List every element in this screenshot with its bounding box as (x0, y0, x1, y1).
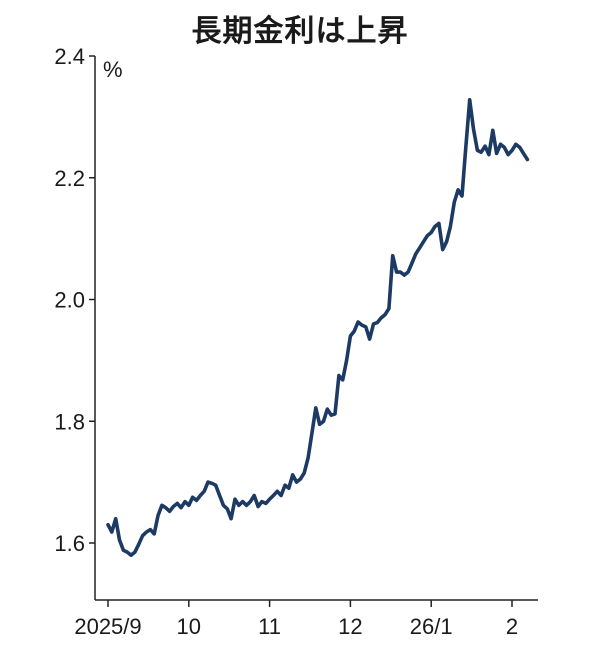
y-tick-label: 2.4 (54, 44, 85, 69)
y-tick-label: 2.0 (54, 288, 85, 313)
x-tick-label: 10 (177, 614, 201, 639)
y-tick-label: 2.2 (54, 166, 85, 191)
x-axis-ticks: 2025/9 10 11 12 26/1 2 (74, 600, 518, 639)
x-tick-label: 11 (258, 614, 281, 639)
y-tick-label: 1.6 (54, 531, 85, 556)
y-axis-ticks: 1.6 1.8 2.0 2.2 2.4 (54, 44, 95, 556)
x-tick-label: 12 (338, 614, 362, 639)
x-tick-label: 2 (506, 614, 518, 639)
series-line-long-term-rate (106, 98, 530, 557)
y-axis-unit-label: % (103, 57, 123, 82)
x-tick-label: 26/1 (410, 614, 453, 639)
y-tick-label: 1.8 (54, 409, 85, 434)
chart-title: 長期金利は上昇 (191, 14, 409, 49)
x-tick-label: 2025/9 (74, 614, 141, 639)
